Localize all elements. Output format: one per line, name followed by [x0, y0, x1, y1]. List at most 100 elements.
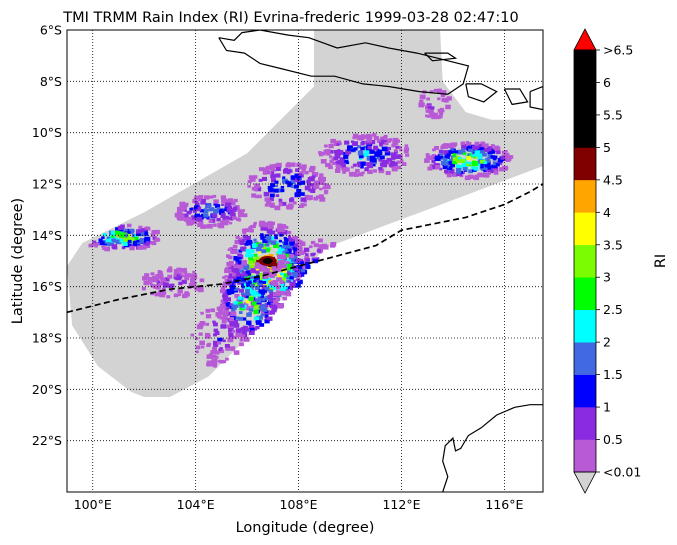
rain-cell: [262, 281, 266, 285]
rain-cell: [431, 160, 436, 164]
rain-cell: [429, 90, 434, 94]
rain-cell: [208, 353, 214, 358]
latitude-tick-label: 6°S: [40, 23, 62, 38]
rain-cell: [224, 215, 230, 220]
rain-cell: [262, 307, 268, 312]
rain-cell: [239, 303, 245, 308]
rain-cell: [336, 165, 341, 170]
rain-cell: [381, 159, 388, 165]
colorbar-bin: [574, 179, 596, 213]
rain-cell: [249, 228, 254, 233]
rain-cell: [324, 144, 328, 148]
rain-cell: [361, 134, 365, 137]
rain-cell: [285, 180, 290, 184]
rain-cell: [273, 299, 279, 304]
rain-cell: [427, 166, 433, 171]
rain-cell: [263, 265, 268, 269]
rain-cell: [194, 200, 199, 204]
rain-cell: [190, 278, 196, 283]
rain-cell: [396, 165, 402, 170]
rain-cell: [253, 187, 258, 192]
rain-cell: [460, 141, 465, 145]
rain-cell: [242, 325, 248, 330]
rain-cell: [159, 292, 166, 298]
rain-cell: [300, 192, 305, 196]
rain-cell: [159, 270, 163, 274]
rain-cell: [270, 230, 276, 235]
rain-cell: [218, 308, 224, 313]
rain-cell: [313, 259, 319, 264]
rain-cell: [360, 161, 366, 166]
rain-cell: [371, 158, 375, 161]
rain-cell: [182, 274, 186, 278]
rain-cell: [273, 243, 279, 249]
rain-cell: [376, 155, 381, 160]
coastline: [424, 52, 458, 62]
rain-cell: [154, 229, 160, 235]
rain-cell: [199, 321, 206, 326]
rain-cell: [466, 163, 470, 166]
colorbar-tick-label: 1.5: [603, 367, 623, 382]
satellite-swath: [67, 30, 543, 397]
rain-cell: [264, 170, 269, 173]
rain-cell: [462, 152, 467, 156]
rain-cell: [287, 266, 292, 271]
rain-cell: [200, 311, 204, 315]
rain-cell: [274, 292, 280, 297]
rain-cell: [289, 241, 295, 246]
rain-cell: [483, 165, 490, 170]
rain-cell: [289, 287, 293, 291]
rain-cell: [274, 180, 279, 184]
rain-cell: [458, 156, 462, 160]
rain-cell: [256, 274, 260, 277]
rain-cell: [267, 316, 272, 321]
rain-cell: [276, 284, 281, 289]
rain-cell: [273, 188, 279, 193]
rain-cell: [177, 293, 182, 297]
rain-cell: [264, 317, 269, 320]
figure-title: TMI TRMM Rain Index (RI) Evrina-frederic…: [62, 10, 519, 26]
rain-cell: [221, 198, 227, 203]
rain-cell: [260, 294, 264, 298]
rain-cell: [227, 337, 234, 343]
rain-cell: [267, 302, 271, 305]
rain-cell: [237, 265, 244, 270]
rain-cell: [127, 223, 132, 228]
rain-cell: [467, 161, 472, 165]
rain-cell: [215, 312, 222, 317]
rain-cell: [276, 290, 281, 294]
rain-cell: [135, 231, 142, 237]
rain-cell: [220, 299, 225, 303]
colorbar-bin: [574, 407, 596, 440]
rain-cell: [106, 236, 111, 240]
rain-cell: [169, 289, 173, 292]
rain-cell: [191, 215, 197, 220]
rain-cell: [150, 233, 156, 237]
rain-cell: [261, 311, 265, 315]
rain-cell: [268, 171, 272, 175]
rain-cell: [293, 184, 299, 189]
rain-cell: [264, 319, 270, 324]
rain-cell: [228, 305, 234, 309]
rain-cell: [285, 261, 290, 265]
rain-cell: [318, 244, 324, 249]
rain-cell: [434, 146, 439, 150]
rain-cell: [282, 241, 286, 244]
rain-cell: [364, 149, 371, 154]
rain-cell: [238, 237, 242, 241]
rain-cell: [265, 165, 269, 169]
rain-cell: [237, 296, 242, 300]
rain-cell: [369, 149, 375, 154]
rain-cell: [215, 204, 221, 209]
rain-cell: [266, 201, 271, 205]
rain-cell: [277, 231, 281, 235]
rain-cell: [200, 200, 206, 205]
rain-cell: [341, 167, 347, 171]
rain-cell: [131, 233, 138, 239]
rain-cell: [241, 277, 246, 282]
rain-cell: [229, 222, 233, 225]
rain-cell: [433, 112, 439, 117]
rain-cell: [185, 220, 189, 224]
rain-cell: [319, 197, 326, 202]
rain-cell: [221, 203, 225, 206]
